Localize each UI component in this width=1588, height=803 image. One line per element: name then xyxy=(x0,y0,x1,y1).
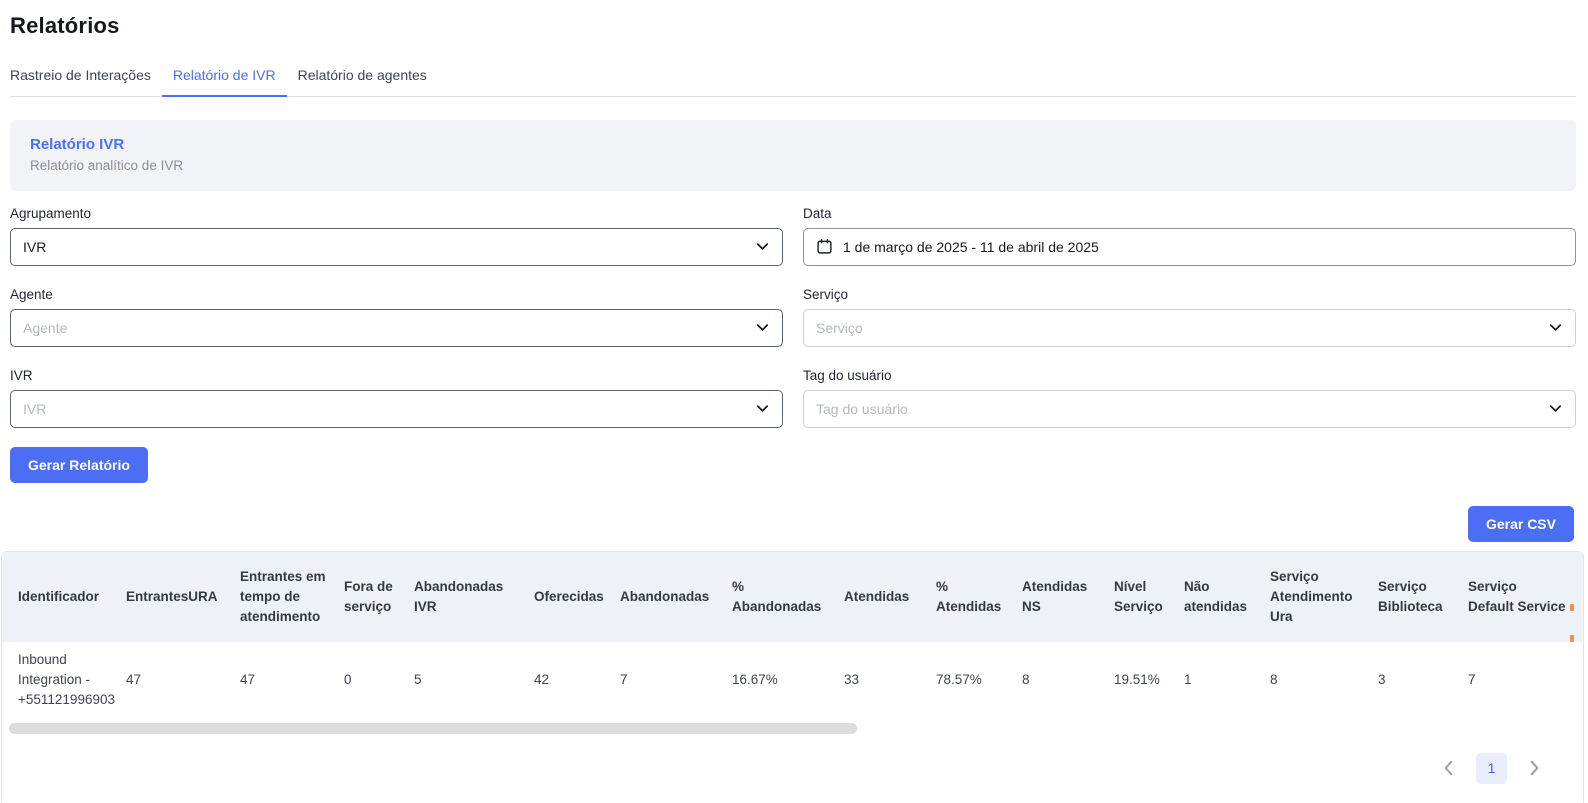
table-cell-14: 8 xyxy=(1270,671,1278,687)
table-cell-9: 33 xyxy=(844,671,860,687)
data-label: Data xyxy=(803,205,832,221)
column-header-16: Serviço Default Service xyxy=(1468,578,1566,614)
ivr-select[interactable]: IVR xyxy=(10,389,783,428)
servico-select[interactable]: Serviço xyxy=(803,308,1576,347)
table-header-row: Identificador EntrantesURA Entrantes em te… xyxy=(2,551,1583,642)
horizontal-scrollbar-thumb[interactable] xyxy=(9,722,858,734)
table-cell-4: 0 xyxy=(344,671,352,687)
chevron-down-icon xyxy=(755,320,770,335)
table-cell-10: 78.57% xyxy=(936,671,982,687)
page-title: Relatórios xyxy=(10,13,120,38)
table-body: Inbound Integration - +551121996903 47 47 0… xyxy=(2,641,1583,718)
chevron-down-icon xyxy=(1548,320,1563,335)
page-number-button[interactable]: 1 xyxy=(1476,752,1507,784)
table-cell-15: 3 xyxy=(1378,671,1386,687)
servico-label: Serviço xyxy=(803,286,849,302)
tab-relatorio-de-ivr[interactable]: Relatório de IVR xyxy=(161,59,287,97)
chevron-down-icon xyxy=(755,239,770,254)
table-cell-12: 19.51% xyxy=(1114,671,1160,687)
field-servico: Serviço Serviço xyxy=(803,287,1576,347)
column-header-14: Serviço Atendimento Ura xyxy=(1270,568,1353,624)
tag-do-usuario-label: Tag do usuário xyxy=(803,367,892,383)
agrupamento-value: IVR xyxy=(23,238,47,255)
chevron-down-icon xyxy=(755,401,770,416)
pagination: 1 xyxy=(2,737,1583,803)
clipped-column-sliver xyxy=(1570,603,1574,694)
report-card-title: Relatório IVR xyxy=(30,135,125,153)
column-header-8: % Abandonadas xyxy=(732,578,822,614)
field-data: Data 1 de março de 2025 - 11 de abril de… xyxy=(803,206,1576,266)
table-cell-8: 16.67% xyxy=(732,671,778,687)
field-ivr: IVR IVR xyxy=(10,368,783,428)
date-range-input[interactable]: 1 de março de 2025 - 11 de abril de 2025 xyxy=(803,227,1576,266)
table-cell-7: 7 xyxy=(620,671,628,687)
next-page-button[interactable] xyxy=(1523,757,1545,779)
table-cell-6: 42 xyxy=(534,671,550,687)
filters-form: Agrupamento IVR Data 1 de março de 2025 … xyxy=(10,206,1576,428)
column-header-13: Não atendidas xyxy=(1184,578,1248,614)
table-cell-16: 7 xyxy=(1468,671,1476,687)
agente-label: Agente xyxy=(10,286,53,302)
generate-csv-button[interactable]: Gerar CSV xyxy=(1467,505,1574,542)
ivr-placeholder: IVR xyxy=(23,400,47,417)
column-header-15: Serviço Biblioteca xyxy=(1378,578,1443,614)
field-agrupamento: Agrupamento IVR xyxy=(10,206,783,266)
table-cell-3: 47 xyxy=(240,671,256,687)
table-cell-5: 5 xyxy=(414,671,422,687)
previous-page-button[interactable] xyxy=(1438,757,1460,779)
agrupamento-select[interactable]: IVR xyxy=(10,227,783,266)
tab-bar: Rastreio de Interações Relatório de IVR … xyxy=(10,59,1576,97)
table-cell-2: 47 xyxy=(126,671,142,687)
calendar-icon xyxy=(816,238,833,255)
column-header-3: Entrantes em tempo de atendimento xyxy=(240,568,326,624)
report-button-row: Gerar Relatório xyxy=(10,446,1576,483)
table-cell-13: 1 xyxy=(1184,671,1192,687)
tag-do-usuario-placeholder: Tag do usuário xyxy=(816,400,908,417)
csv-button-row: Gerar CSV xyxy=(10,505,1576,542)
table-cell-1: Inbound Integration - +551121996903 xyxy=(18,651,115,707)
report-card-subtitle: Relatório analítico de IVR xyxy=(30,157,184,173)
column-header-10: % Atendidas xyxy=(936,578,1002,614)
ivr-label: IVR xyxy=(10,367,33,383)
agente-select[interactable]: Agente xyxy=(10,308,783,347)
table-cell-11: 8 xyxy=(1022,671,1030,687)
chevron-down-icon xyxy=(1548,401,1563,416)
generate-report-button[interactable]: Gerar Relatório xyxy=(10,446,148,483)
report-table: Identificador EntrantesURA Entrantes em te… xyxy=(1,550,1584,803)
field-tag-do-usuario: Tag do usuário Tag do usuário xyxy=(803,368,1576,428)
tab-rastreio-de-interacoes[interactable]: Rastreio de Interações xyxy=(10,67,151,83)
column-header-11: Atendidas NS xyxy=(1022,578,1088,614)
horizontal-scrollbar[interactable] xyxy=(7,722,1578,735)
table-row: Inbound Integration - +551121996903 47 47 0… xyxy=(2,641,1583,718)
column-header-9: Atendidas xyxy=(844,588,910,604)
column-header-1: Identificador xyxy=(18,588,100,604)
agrupamento-label: Agrupamento xyxy=(10,205,92,221)
tab-relatorio-de-agentes[interactable]: Relatório de agentes xyxy=(297,67,427,83)
column-header-5: Abandonadas IVR xyxy=(414,578,504,614)
column-header-7: Abandonadas xyxy=(620,588,710,604)
report-info-card: Relatório IVR Relatório analítico de IVR xyxy=(10,119,1576,191)
field-agente: Agente Agente xyxy=(10,287,783,347)
servico-placeholder: Serviço xyxy=(816,319,863,336)
column-header-2: EntrantesURA xyxy=(126,588,218,604)
tag-do-usuario-select[interactable]: Tag do usuário xyxy=(803,389,1576,428)
column-header-6: Oferecidas xyxy=(534,588,604,604)
agente-placeholder: Agente xyxy=(23,319,68,336)
column-header-4: Fora de serviço xyxy=(344,578,393,614)
column-header-12: Nível Serviço xyxy=(1114,578,1163,614)
date-range-value: 1 de março de 2025 - 11 de abril de 2025 xyxy=(843,238,1099,255)
